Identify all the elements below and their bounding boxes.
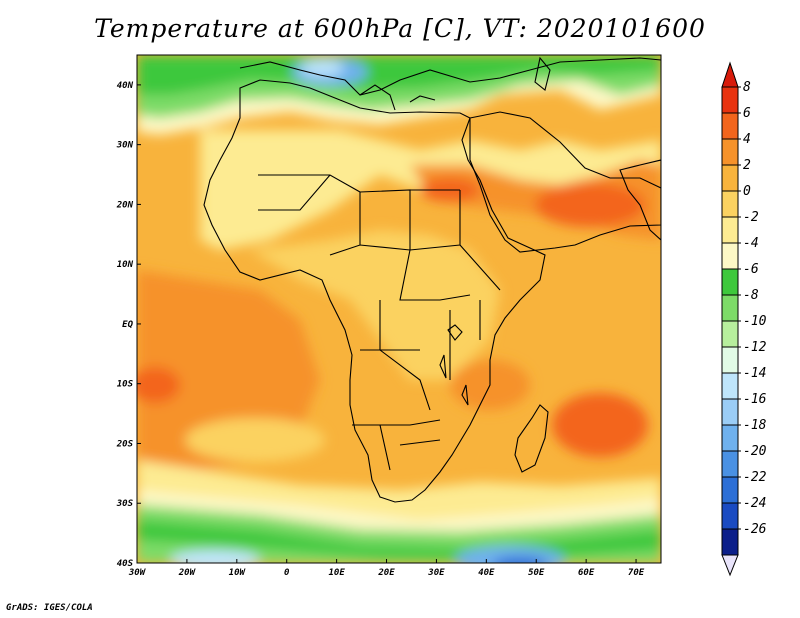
lon-tick-label: 20W — [178, 568, 197, 578]
colorbar-label: -16 — [743, 392, 767, 407]
lon-tick-label: 0 — [284, 568, 290, 578]
colorbar-segment — [721, 320, 739, 348]
colorbar-label: -20 — [743, 444, 767, 459]
lat-tick-label: 20N — [116, 200, 134, 210]
colorbar-label: 4 — [743, 132, 751, 147]
lon-tick-label: 20E — [377, 568, 395, 578]
colorbar-segment — [721, 190, 739, 218]
colorbar-segment — [721, 294, 739, 322]
colorbar-label: -14 — [743, 366, 766, 381]
colorbar-label: 8 — [743, 80, 751, 95]
colorbar-segment — [721, 216, 739, 244]
lat-tick-label: 20S — [116, 439, 134, 449]
colorbar-segment — [721, 502, 739, 530]
temperature-field — [137, 55, 661, 563]
lon-tick-label: 30W — [128, 568, 147, 578]
colorbar-segment — [721, 242, 739, 270]
footer-credit: GrADS: IGES/COLA — [6, 603, 93, 613]
colorbar-label: -22 — [743, 470, 767, 485]
colorbar-segment — [721, 450, 739, 478]
colorbar-label: -24 — [743, 496, 766, 511]
colorbar-label: 0 — [743, 184, 751, 199]
colorbar-segment — [721, 164, 739, 192]
colorbar-segment — [721, 86, 739, 114]
map-frame — [136, 54, 662, 564]
colorbar-under-arrow — [721, 554, 739, 577]
lat-tick-label: EQ — [122, 320, 133, 330]
colorbar-segment — [721, 528, 739, 556]
colorbar-over-arrow — [721, 61, 739, 88]
colorbar-label: -4 — [743, 236, 759, 251]
colorbar-segment — [721, 424, 739, 452]
coastlines — [203, 56, 661, 503]
colorbar-label: -2 — [743, 210, 759, 225]
lat-tick-label: 30N — [116, 141, 134, 151]
lon-tick-label: 60E — [578, 568, 595, 578]
colorbar-segment — [721, 138, 739, 166]
colorbar-label: -26 — [743, 522, 767, 537]
lat-tick-label: 10N — [117, 260, 134, 270]
lat-tick-label: 10S — [117, 380, 134, 390]
lon-tick-label: 70E — [628, 568, 645, 578]
lat-tick-label: 40S — [117, 559, 134, 569]
colorbar: 8 6 4 2 0 -2 -4 -6 -8 -10 -12 -14 -16 -18 -20 -22 -24 -26 — [721, 61, 767, 577]
axes: 30W 20W 10W 0 10E 20E 30E 40E 50E 60E 70E 40N 30N 20N… — [116, 81, 645, 578]
colorbar-segment — [721, 372, 739, 400]
lon-tick-label: 30E — [427, 568, 445, 578]
lat-tick-label: 30S — [116, 499, 134, 509]
colorbar-label: -12 — [743, 340, 767, 355]
lat-tick-label: 40N — [117, 81, 134, 91]
colorbar-label: 2 — [743, 158, 751, 173]
colorbar-label: 6 — [743, 106, 751, 121]
lon-tick-label: 10W — [229, 568, 247, 578]
map-title: Temperature at 600hPa [C], VT: 202010160… — [94, 14, 706, 43]
colorbar-segment — [721, 398, 739, 426]
colorbar-label: -8 — [743, 288, 759, 303]
lon-tick-label: 50E — [528, 568, 545, 578]
colorbar-segment — [721, 476, 739, 504]
lon-tick-label: 10E — [328, 568, 345, 578]
colorbar-label: -18 — [743, 418, 767, 433]
lon-tick-label: 40E — [478, 568, 495, 578]
colorbar-segment — [721, 346, 739, 374]
colorbar-label: -6 — [743, 262, 759, 277]
colorbar-label: -10 — [743, 314, 767, 329]
colorbar-segment — [721, 112, 739, 140]
colorbar-segment — [721, 268, 739, 296]
